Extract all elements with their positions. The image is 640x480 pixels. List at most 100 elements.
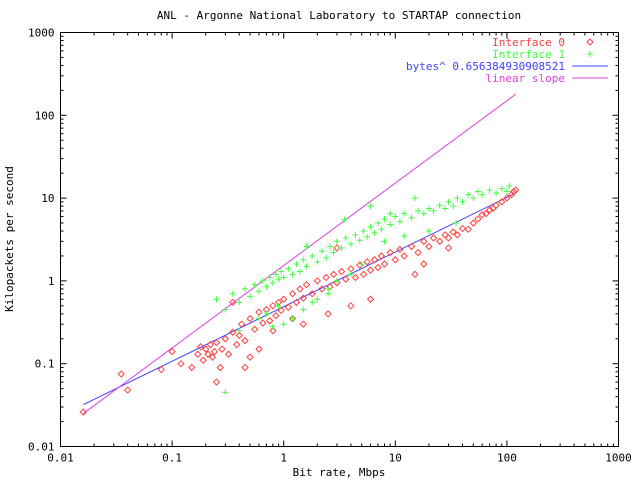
data-point-plus	[280, 321, 287, 328]
data-point-diamond	[204, 350, 212, 358]
series-interface-0	[79, 186, 520, 416]
data-point-diamond	[188, 363, 196, 372]
data-point-diamond	[224, 350, 233, 358]
data-point-diamond	[324, 310, 332, 318]
data-point-diamond	[512, 186, 520, 194]
data-point-diamond	[370, 256, 379, 264]
data-point-diamond	[366, 266, 375, 274]
data-point-diamond	[246, 314, 254, 323]
data-point-diamond	[414, 248, 422, 257]
data-point-diamond	[347, 302, 355, 310]
data-point-diamond	[474, 215, 482, 223]
data-point-diamond	[444, 234, 453, 242]
data-point-plus	[381, 238, 388, 245]
data-point-diamond	[255, 308, 263, 316]
data-point-diamond	[400, 252, 408, 260]
data-point-diamond	[391, 256, 400, 264]
data-point-diamond	[469, 219, 478, 227]
data-point-plus	[367, 223, 374, 230]
data-point-diamond	[206, 340, 215, 349]
data-point-plus	[486, 187, 493, 194]
data-point-plus	[263, 283, 270, 290]
data-point-plus	[293, 260, 300, 267]
data-point-diamond	[449, 228, 457, 236]
y-tick-label: 1000	[28, 27, 55, 40]
data-point-diamond	[210, 347, 219, 356]
data-point-plus	[401, 232, 408, 239]
data-point-plus	[454, 195, 461, 202]
data-point-diamond	[374, 263, 382, 272]
data-point-diamond	[279, 295, 288, 303]
data-point-diamond	[168, 347, 176, 356]
data-point-diamond	[411, 270, 419, 279]
data-point-diamond	[337, 267, 346, 276]
data-point-diamond	[277, 306, 285, 315]
data-point-diamond	[299, 320, 308, 328]
data-point-diamond	[255, 345, 263, 353]
y-axis-label: Kilopackets per second	[3, 166, 16, 312]
data-point-diamond	[478, 211, 486, 219]
data-point-diamond	[157, 365, 165, 374]
data-point-diamond	[117, 370, 125, 378]
data-point-plus	[465, 191, 472, 198]
data-point-plus	[255, 288, 262, 295]
data-point-plus	[352, 231, 359, 238]
data-point-diamond	[458, 224, 467, 233]
data-point-diamond	[123, 386, 132, 394]
legend-label: Interface 0	[492, 36, 565, 49]
data-point-plus	[387, 221, 394, 228]
data-point-plus	[280, 274, 287, 281]
data-point-plus	[459, 198, 466, 205]
data-point-plus	[430, 207, 437, 214]
data-point-plus	[272, 271, 279, 278]
data-point-plus	[364, 233, 371, 240]
data-point-plus	[371, 229, 378, 236]
data-point-diamond	[318, 285, 326, 293]
data-point-plus	[266, 274, 273, 281]
data-point-plus	[338, 244, 345, 251]
data-point-diamond	[313, 277, 322, 285]
data-point-plus	[309, 252, 316, 259]
data-point-diamond	[216, 363, 224, 372]
data-point-diamond	[237, 320, 246, 328]
x-tick-label: 0.1	[162, 452, 182, 465]
data-point-plus	[300, 256, 307, 263]
data-point-diamond	[241, 363, 249, 372]
data-point-diamond	[284, 303, 293, 312]
data-point-plus	[381, 215, 388, 222]
data-point-plus	[327, 243, 334, 250]
data-point-diamond	[329, 270, 338, 279]
data-point-diamond	[441, 231, 449, 239]
fit-lines	[82, 93, 517, 414]
data-point-plus	[300, 306, 307, 313]
data-point-plus	[330, 249, 337, 256]
data-point-diamond	[308, 290, 316, 298]
data-point-plus	[275, 302, 282, 309]
data-point-diamond	[407, 242, 416, 251]
data-point-diamond	[359, 270, 368, 279]
data-point-diamond	[302, 280, 311, 289]
data-point-diamond	[507, 190, 516, 199]
data-point-diamond	[241, 336, 249, 345]
series-interface-1	[213, 183, 513, 396]
data-point-diamond	[266, 317, 274, 325]
data-point-diamond	[444, 244, 453, 252]
x-tick-label: 100	[497, 452, 517, 465]
data-point-plus	[263, 310, 270, 317]
data-point-diamond	[429, 234, 438, 242]
data-point-plus	[289, 271, 296, 278]
data-point-plus	[269, 279, 276, 286]
data-point-plus	[255, 315, 262, 322]
data-point-diamond	[503, 194, 511, 202]
data-point-diamond	[492, 201, 500, 209]
data-point-plus	[323, 254, 330, 261]
data-point-diamond	[482, 209, 490, 218]
data-point-diamond	[288, 290, 297, 298]
data-point-diamond	[342, 275, 350, 283]
data-point-diamond	[509, 187, 518, 196]
data-point-diamond	[246, 353, 254, 361]
data-point-plus	[341, 216, 348, 223]
data-point-plus	[297, 268, 304, 275]
data-point-diamond	[221, 335, 230, 343]
legend-marker-swatch	[586, 38, 594, 46]
